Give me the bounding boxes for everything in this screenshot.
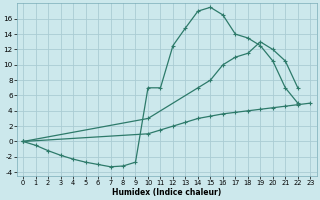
X-axis label: Humidex (Indice chaleur): Humidex (Indice chaleur): [112, 188, 221, 197]
